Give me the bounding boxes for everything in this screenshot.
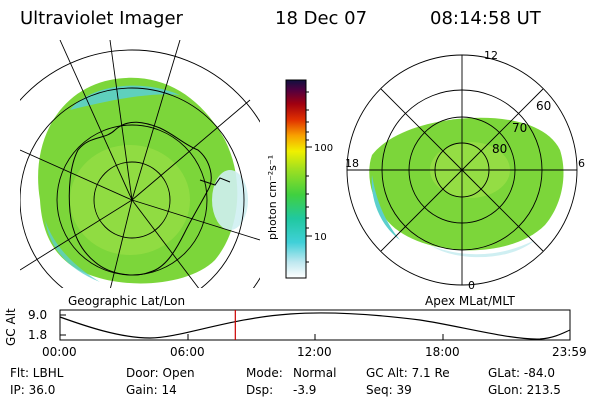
mode-label: Mode: <box>246 366 283 380</box>
gain-info: Gain: 14 <box>126 383 177 397</box>
right-panel-label: Apex MLat/MLT <box>425 294 515 308</box>
time-tick-0000: 00:00 <box>42 345 77 359</box>
mlt-label-0: 0 <box>468 279 475 292</box>
filter-info: Flt: LBHL <box>10 366 64 380</box>
glon-info: GLon: 213.5 <box>488 383 561 397</box>
dsp-label: Dsp: <box>246 383 274 397</box>
image-date: 18 Dec 07 <box>275 8 368 29</box>
image-time: 08:14:58 UT <box>430 8 541 29</box>
mlat-label-70: 70 <box>512 121 527 135</box>
glat-info: GLat: -84.0 <box>488 366 555 380</box>
mlt-label-12: 12 <box>484 49 498 62</box>
ip-info: IP: 36.0 <box>10 383 56 397</box>
time-tick-1800: 18:00 <box>425 345 460 359</box>
instrument-title: Ultraviolet Imager <box>20 8 183 29</box>
dsp-value: -3.9 <box>293 383 317 397</box>
time-tick-2359: 23:59 <box>552 345 587 359</box>
mlat-label-80: 80 <box>492 142 507 156</box>
left-panel-label: Geographic Lat/Lon <box>68 294 186 308</box>
time-tick-0600: 06:00 <box>170 345 205 359</box>
mode-value: Normal <box>293 366 337 380</box>
altitude-curve <box>59 312 571 340</box>
geographic-map <box>20 40 260 288</box>
colorbar <box>285 79 307 279</box>
colorbar-unit-label: photon cm⁻²s⁻¹ <box>266 155 279 240</box>
time-tick-1200: 12:00 <box>297 345 332 359</box>
altitude-ytick-high: 9.0 <box>28 308 48 322</box>
magnetic-polar-plot: 12 18 6 0 60 70 80 <box>345 49 585 292</box>
colorbar-tick-10: 10 <box>314 232 327 243</box>
mlt-label-18: 18 <box>345 157 359 170</box>
seq-info: Seq: 39 <box>366 383 412 397</box>
gc-alt-info: GC Alt: 7.1 Re <box>366 366 450 380</box>
colorbar-ticks <box>306 91 312 263</box>
mlt-label-6: 6 <box>578 157 585 170</box>
altitude-ytick-low: 1.8 <box>28 328 48 342</box>
door-info: Door: Open <box>126 366 195 380</box>
coastline <box>68 121 212 276</box>
altitude-ylabel: GC Alt <box>4 308 18 346</box>
colorbar-tick-100: 100 <box>314 143 333 154</box>
altitude-plot <box>59 309 571 341</box>
mlat-label-60: 60 <box>536 99 551 113</box>
